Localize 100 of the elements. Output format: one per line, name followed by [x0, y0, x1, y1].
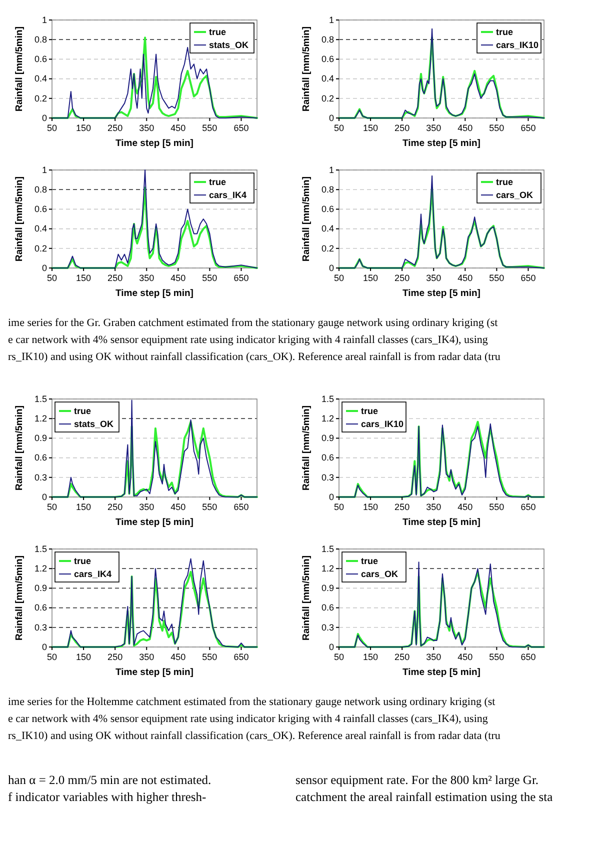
x-axis-title: Time step [5 min] — [116, 138, 194, 149]
y-tick-label: 1 — [42, 14, 47, 25]
y-tick-label: 0.3 — [34, 622, 47, 632]
x-axis-title: Time step [5 min] — [402, 517, 480, 528]
x-tick-label: 250 — [108, 123, 123, 133]
y-tick-label: 0.6 — [34, 54, 47, 64]
line-series — [52, 170, 258, 268]
text: catchment the areal rainfall estimation using the sta — [296, 790, 554, 804]
x-axis-title: Time step [5 min] — [116, 517, 194, 528]
x-axis-title: Time step [5 min] — [402, 288, 480, 299]
text: ime series for the Gr. Graben catchment estimated from the stationary gauge network using ordinary kriging (st — [8, 317, 498, 329]
y-tick-label: 0.4 — [321, 224, 334, 234]
x-tick-label: 650 — [520, 123, 536, 133]
y-tick-label: 0.6 — [321, 54, 334, 64]
y-axis-title: Rainfall [mm/5min] — [301, 176, 312, 262]
x-tick-label: 150 — [76, 123, 92, 133]
x-tick-label: 450 — [170, 123, 186, 133]
y-tick-label: 1.5 — [321, 544, 334, 554]
y-tick-label: 0 — [328, 642, 334, 652]
x-tick-label: 550 — [489, 273, 504, 283]
y-axis-title: Rainfall [mm/5min] — [301, 26, 312, 112]
y-tick-label: 0.6 — [34, 204, 47, 214]
x-tick-label: 150 — [76, 502, 92, 512]
text: ime series for the Holtemme catchment estimated from the stationary gauge network using ordinary kriging (st — [8, 696, 496, 708]
y-tick-label: 0.6 — [34, 452, 47, 463]
text: han α = 2.0 mm/5 min are not estimated. — [8, 773, 212, 787]
x-tick-label: 50 — [334, 273, 344, 283]
y-tick-label: 0.2 — [321, 93, 334, 104]
x-tick-label: 350 — [426, 652, 442, 662]
x-tick-label: 150 — [76, 273, 92, 283]
x-tick-label: 650 — [520, 502, 536, 512]
y-axis-title: Rainfall [mm/5min] — [14, 406, 25, 490]
y-tick-label: 1 — [328, 14, 334, 25]
y-tick-label: 0 — [42, 112, 47, 123]
y-tick-label: 0 — [328, 112, 334, 123]
x-tick-label: 150 — [363, 123, 378, 133]
y-tick-label: 0.3 — [321, 472, 334, 482]
x-tick-label: 50 — [46, 273, 58, 283]
x-tick-label: 250 — [394, 652, 410, 662]
x-tick-label: 50 — [334, 652, 344, 662]
x-tick-label: 250 — [394, 273, 410, 283]
y-tick-label: 0.9 — [321, 583, 334, 594]
x-tick-label: 650 — [234, 502, 249, 512]
legend-label: true — [74, 556, 92, 566]
y-tick-label: 0.2 — [321, 243, 334, 254]
line-series — [51, 186, 258, 269]
y-tick-label: 0.6 — [321, 602, 334, 613]
x-tick-label: 150 — [76, 652, 92, 662]
legend-label: stats_OK — [74, 418, 114, 429]
y-tick-label: 0.4 — [321, 74, 334, 84]
y-tick-label: 0.9 — [34, 583, 47, 594]
y-tick-label: 1.5 — [34, 394, 47, 404]
y-tick-label: 0 — [328, 492, 334, 502]
y-tick-label: 0.4 — [34, 74, 47, 84]
legend-label: true — [496, 176, 514, 187]
x-tick-label: 450 — [170, 652, 186, 662]
y-tick-label: 0.6 — [321, 204, 334, 214]
y-tick-label: 0.3 — [321, 622, 334, 632]
y-tick-label: 0.2 — [34, 243, 47, 254]
x-tick-label: 550 — [489, 652, 504, 662]
x-tick-label: 550 — [489, 123, 504, 133]
y-tick-label: 0.8 — [321, 184, 334, 194]
x-tick-label: 650 — [234, 273, 249, 283]
y-tick-label: 0.4 — [34, 224, 47, 234]
y-tick-label: 0.3 — [34, 472, 47, 482]
y-axis-title: Rainfall [mm/5min] — [14, 26, 25, 112]
legend-label: cars_IK10 — [361, 418, 404, 429]
x-axis-title: Time step [5 min] — [116, 288, 194, 299]
y-axis-title: Rainfall [mm/5min] — [301, 406, 312, 490]
y-tick-label: 0.6 — [321, 452, 334, 463]
legend-label: true — [496, 26, 514, 37]
y-tick-label: 0.8 — [34, 34, 47, 44]
x-tick-label: 350 — [139, 652, 154, 662]
y-axis-title: Rainfall [mm/5min] — [14, 556, 25, 640]
x-tick-label: 650 — [520, 652, 536, 662]
x-tick-label: 350 — [139, 123, 154, 133]
x-tick-label: 50 — [46, 123, 58, 133]
x-tick-label: 250 — [394, 502, 410, 512]
x-tick-label: 250 — [108, 652, 123, 662]
x-axis-title: Time step [5 min] — [402, 138, 480, 149]
y-tick-label: 0.9 — [34, 433, 47, 444]
y-tick-label: 1.5 — [34, 544, 47, 554]
y-axis-title: Rainfall [mm/5min] — [14, 176, 25, 262]
y-tick-label: 0.9 — [321, 433, 334, 444]
y-tick-label: 0 — [42, 262, 47, 273]
y-tick-label: 1.2 — [321, 413, 334, 424]
line-series — [52, 400, 258, 498]
legend-label: cars_OK — [361, 568, 399, 579]
x-tick-label: 350 — [139, 502, 154, 512]
y-tick-label: 0.8 — [34, 184, 47, 194]
y-tick-label: 0 — [42, 642, 47, 652]
legend-label: cars_IK4 — [209, 190, 247, 200]
x-tick-label: 650 — [234, 123, 249, 133]
legend-label: cars_IK10 — [496, 40, 539, 50]
text: rs_IK10) and using OK without rainfall classification (cars_OK). Reference areal rainfall is from radar data (tru — [8, 351, 501, 363]
y-tick-label: 1 — [328, 164, 334, 175]
x-tick-label: 350 — [426, 273, 442, 283]
legend-label: true — [361, 556, 378, 566]
x-tick-label: 450 — [458, 502, 473, 512]
y-tick-label: 0.6 — [34, 602, 47, 613]
